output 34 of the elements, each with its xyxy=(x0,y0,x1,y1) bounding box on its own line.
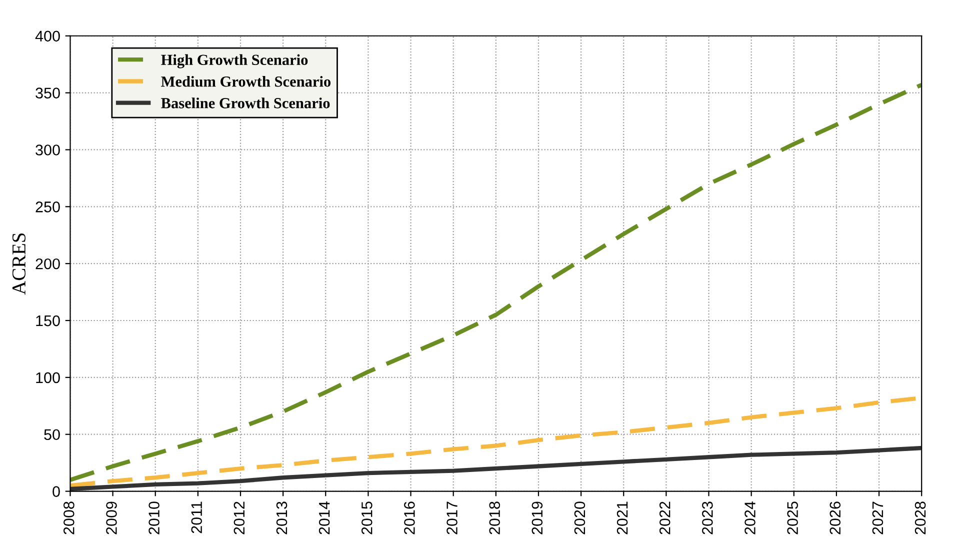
y-tick-label: 400 xyxy=(35,30,60,42)
legend-label: Medium Growth Scenario xyxy=(161,76,331,87)
x-tick-label: 2019 xyxy=(532,502,543,534)
x-tick-label: 2014 xyxy=(318,501,330,534)
x-tick-label: 2008 xyxy=(64,502,74,534)
y-tick-label: 250 xyxy=(36,202,60,212)
legend-label: Baseline Growth Scenario xyxy=(161,98,330,108)
x-tick-label: 2020 xyxy=(574,502,586,534)
x-tick-label: 2027 xyxy=(872,502,884,534)
x-tick-label: 2011 xyxy=(191,502,202,534)
y-tick-label: 100 xyxy=(36,372,60,384)
x-tick-label: 2018 xyxy=(489,502,500,534)
x-tick-label: 2023 xyxy=(702,502,713,534)
x-tick-label: 2021 xyxy=(616,502,628,534)
x-tick-label: 2016 xyxy=(404,502,415,534)
x-tick-label: 2015 xyxy=(361,502,372,534)
x-tick-label: 2012 xyxy=(234,502,245,534)
y-tick-label: 50 xyxy=(44,429,60,440)
legend-label: High Growth Scenario xyxy=(161,54,308,68)
y-axis-title: ACRES xyxy=(12,233,26,295)
x-tick-label: 2017 xyxy=(446,502,458,534)
x-tick-label: 2009 xyxy=(106,502,117,534)
x-tick-label: 2022 xyxy=(659,502,670,534)
x-tick-label: 2028 xyxy=(914,502,926,534)
y-tick-label: 0 xyxy=(52,486,60,497)
y-tick-label: 150 xyxy=(36,315,60,326)
x-tick-label: 2010 xyxy=(148,502,160,534)
x-tick-label: 2026 xyxy=(830,502,841,534)
x-tick-label: 2013 xyxy=(276,502,288,534)
x-tick-label: 2025 xyxy=(787,502,798,534)
x-tick-label: 2024 xyxy=(744,501,756,534)
y-tick-label: 300 xyxy=(36,144,60,156)
y-tick-label: 200 xyxy=(36,258,60,270)
y-tick-label: 350 xyxy=(36,88,60,98)
